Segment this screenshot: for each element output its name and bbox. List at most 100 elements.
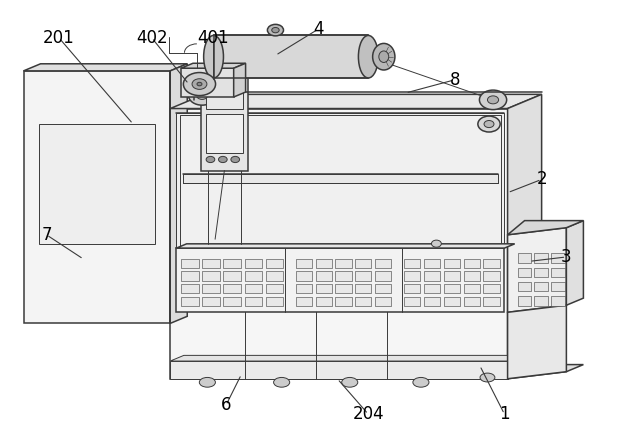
Bar	[266, 297, 283, 306]
Bar	[202, 297, 220, 306]
Polygon shape	[201, 67, 261, 73]
Bar	[245, 259, 262, 268]
Bar	[483, 272, 500, 280]
Bar	[464, 284, 480, 293]
Ellipse shape	[379, 51, 389, 62]
Bar	[404, 272, 420, 280]
Bar	[551, 296, 565, 306]
Ellipse shape	[189, 85, 216, 105]
Bar	[202, 259, 220, 268]
Bar	[551, 268, 565, 277]
Bar	[183, 174, 498, 183]
Bar	[223, 297, 241, 306]
Bar	[424, 284, 440, 293]
Polygon shape	[508, 228, 566, 312]
Text: 4: 4	[314, 20, 324, 38]
Bar	[176, 248, 504, 312]
Polygon shape	[508, 305, 566, 379]
Bar	[424, 297, 440, 306]
Bar	[245, 297, 262, 306]
Bar	[266, 272, 283, 280]
Ellipse shape	[479, 90, 506, 109]
Bar	[170, 361, 508, 379]
Bar	[517, 268, 531, 277]
Bar	[444, 259, 460, 268]
Bar	[296, 272, 312, 280]
Bar	[534, 296, 548, 306]
Bar	[245, 272, 262, 280]
Ellipse shape	[358, 35, 378, 78]
Ellipse shape	[272, 27, 279, 33]
Bar	[375, 297, 391, 306]
Bar	[223, 284, 241, 293]
Polygon shape	[24, 64, 188, 71]
Bar	[534, 268, 548, 277]
Text: 1: 1	[499, 405, 510, 423]
Bar	[223, 259, 241, 268]
Text: 201: 201	[43, 29, 75, 47]
Text: 401: 401	[197, 29, 230, 47]
Bar	[444, 297, 460, 306]
Bar	[223, 272, 241, 280]
Bar	[464, 259, 480, 268]
Bar	[316, 259, 332, 268]
Polygon shape	[508, 221, 583, 235]
Text: 2: 2	[536, 171, 547, 188]
Bar	[176, 113, 504, 248]
Ellipse shape	[413, 377, 429, 387]
Bar	[316, 272, 332, 280]
Bar	[206, 85, 243, 109]
Polygon shape	[170, 64, 188, 323]
Ellipse shape	[487, 96, 499, 104]
Ellipse shape	[199, 377, 215, 387]
Text: 204: 204	[352, 405, 384, 423]
Ellipse shape	[219, 156, 227, 163]
Ellipse shape	[267, 24, 284, 36]
Bar	[266, 259, 283, 268]
Bar	[517, 282, 531, 291]
Text: 6: 6	[221, 396, 231, 414]
Polygon shape	[508, 365, 583, 379]
Bar	[404, 297, 420, 306]
Polygon shape	[214, 35, 368, 78]
Ellipse shape	[431, 240, 441, 247]
Bar	[534, 253, 548, 263]
Bar	[202, 272, 220, 280]
Ellipse shape	[478, 116, 500, 132]
Bar	[551, 253, 565, 263]
Ellipse shape	[373, 43, 395, 70]
Polygon shape	[170, 94, 542, 109]
Ellipse shape	[274, 377, 290, 387]
Bar	[424, 259, 440, 268]
Bar	[483, 284, 500, 293]
Polygon shape	[170, 355, 521, 361]
Bar	[335, 259, 352, 268]
Bar	[296, 284, 312, 293]
Polygon shape	[170, 109, 508, 379]
Ellipse shape	[206, 156, 215, 163]
Bar	[335, 284, 352, 293]
Bar	[464, 272, 480, 280]
Bar	[517, 296, 531, 306]
Bar	[483, 297, 500, 306]
Bar	[39, 124, 155, 244]
Ellipse shape	[484, 120, 494, 128]
Bar	[355, 272, 371, 280]
Polygon shape	[181, 63, 246, 68]
Text: 8: 8	[450, 71, 460, 89]
Bar	[266, 284, 283, 293]
Text: 7: 7	[41, 226, 51, 244]
Ellipse shape	[183, 73, 215, 96]
Bar	[181, 259, 199, 268]
Polygon shape	[176, 244, 515, 248]
Bar	[551, 282, 565, 291]
Ellipse shape	[197, 82, 202, 86]
Text: 402: 402	[136, 29, 168, 47]
Bar	[296, 259, 312, 268]
Bar	[355, 284, 371, 293]
Bar	[464, 297, 480, 306]
Bar	[181, 297, 199, 306]
Bar	[245, 284, 262, 293]
Bar	[316, 297, 332, 306]
Bar	[424, 272, 440, 280]
